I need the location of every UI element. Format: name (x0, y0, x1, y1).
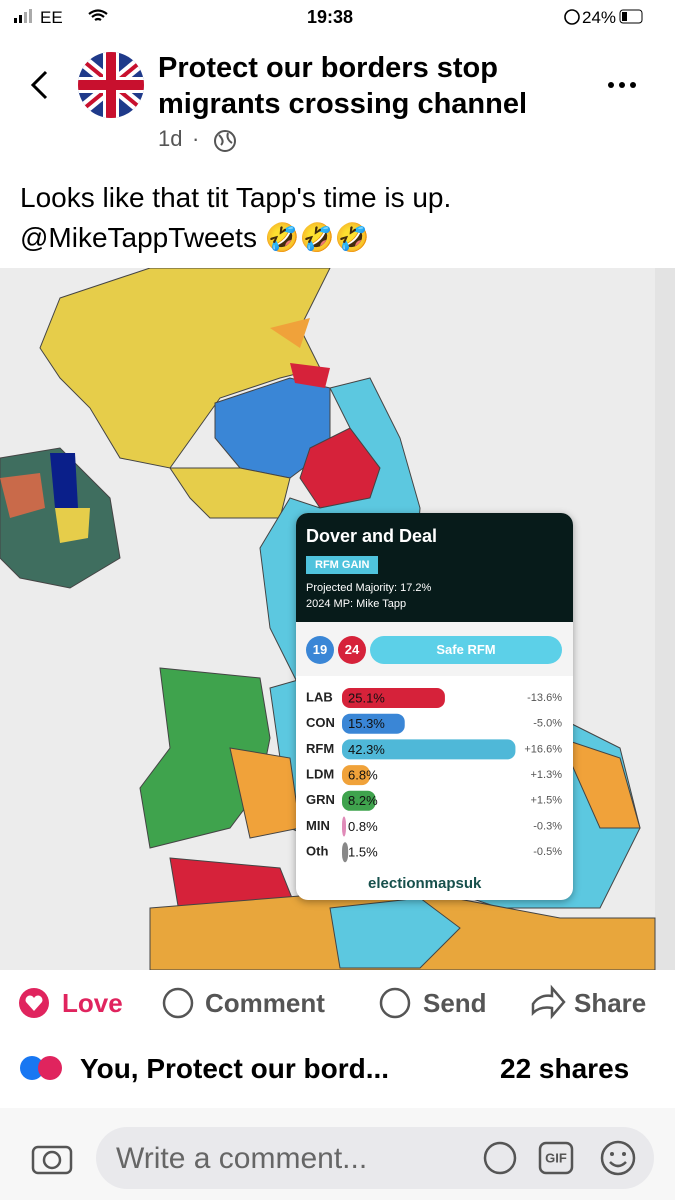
share-change: +16.6% (524, 743, 562, 755)
share-bar (342, 816, 346, 837)
share-label: 25.1% (348, 690, 385, 705)
battery-level: 24% (582, 8, 617, 27)
party-name: GRN (306, 792, 335, 807)
share-label: 42.3% (348, 742, 385, 757)
majority: Projected Majority: 17.2% (306, 582, 432, 594)
share-bar (342, 739, 516, 760)
source: electionmapsuk (368, 875, 482, 892)
reaction-names[interactable]: You, Protect our bord... (80, 1053, 390, 1084)
send-button[interactable]: Send (423, 988, 487, 1018)
party-name: MIN (306, 818, 330, 833)
comment-input[interactable] (96, 1127, 654, 1189)
group-avatar[interactable] (70, 50, 155, 120)
share-change: -5.0% (533, 718, 562, 730)
status-icons (14, 9, 643, 25)
share-change: +1.5% (531, 795, 563, 807)
svg-text:GIF: GIF (545, 1150, 567, 1165)
share-label: 8.2% (348, 793, 378, 808)
share-label: 15.3% (348, 716, 385, 731)
rating-circle: 19 (306, 636, 334, 664)
rating-circle: 24 (338, 636, 366, 664)
share-label: 6.8% (348, 768, 378, 783)
mp: 2024 MP: Mike Tapp (306, 598, 407, 610)
post-text: @MikeTappTweets 🤣🤣🤣 (20, 222, 370, 253)
post-text: Looks like that tit Tapp's time is up. (20, 182, 452, 213)
share-label: 1.5% (348, 845, 378, 860)
rating-pill: Safe RFM (370, 636, 562, 664)
comment-placeholder[interactable]: Write a comment... (116, 1142, 368, 1175)
share-change: -0.3% (533, 820, 562, 832)
share-bar (342, 842, 349, 863)
share-bar (342, 688, 445, 708)
comment-button[interactable]: Comment (205, 988, 325, 1018)
share-change: -0.5% (533, 846, 562, 858)
share-bar (342, 790, 376, 811)
party-name: RFM (306, 741, 334, 756)
party-name: LDM (306, 767, 334, 782)
share-bar (342, 713, 405, 734)
separator: · (192, 126, 200, 151)
post-age: 1d (158, 126, 183, 151)
action-icons (19, 984, 566, 1080)
share-button[interactable]: Share (574, 988, 647, 1018)
clock: 19:38 (307, 7, 354, 27)
result-badge: RFM GAIN (306, 556, 379, 574)
header-icons (30, 50, 636, 152)
camera-button[interactable] (30, 1140, 74, 1176)
constituency-name: Dover and Deal (306, 526, 438, 546)
carrier: EE (40, 8, 63, 27)
share-change: -13.6% (527, 692, 562, 704)
group-name[interactable]: Protect our borders stop (158, 52, 498, 84)
tooltip-card: Dover and Deal RFM GAIN Projected Majori… (296, 513, 573, 900)
comment-tools: GIF (483, 1140, 636, 1176)
back-button[interactable] (30, 70, 48, 100)
share-bar (342, 765, 370, 786)
vote-share-chart: LAB 25.1% -13.6% CON 15.3% -5.0% RFM 42.3% +16.6… (306, 688, 563, 863)
share-count[interactable]: 22 shares (500, 1053, 630, 1084)
group-name[interactable]: migrants crossing channel (158, 88, 528, 120)
party-name: Oth (306, 844, 328, 859)
party-name: LAB (306, 689, 333, 704)
party-name: CON (306, 715, 335, 730)
love-button[interactable]: Love (62, 988, 123, 1018)
share-label: 0.8% (348, 819, 378, 834)
share-change: +1.3% (531, 769, 563, 781)
